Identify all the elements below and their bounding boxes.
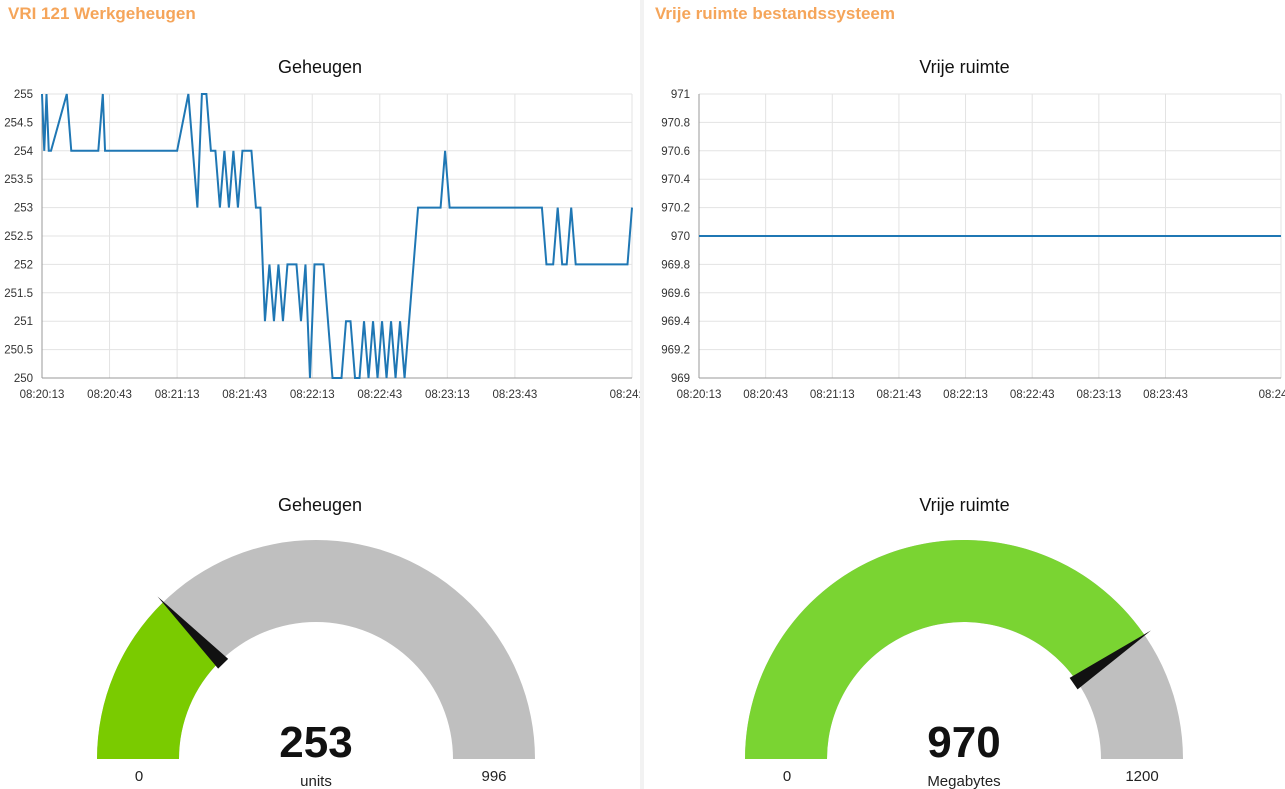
y-tick-label: 255 <box>14 89 33 101</box>
gauge-fill <box>97 602 221 759</box>
gauge-needle <box>157 596 229 669</box>
x-tick-label: 08:22:13 <box>290 389 335 401</box>
x-tick-label: 08:20:43 <box>743 389 788 401</box>
x-tick-label: 08:22:13 <box>943 389 988 401</box>
memory-panel: VRI 121 Werkgeheugen Geheugen 255 254.5 25… <box>0 0 640 789</box>
x-tick-label: 08:22:43 <box>1010 389 1055 401</box>
y-tick-label: 252.5 <box>4 231 33 243</box>
x-tick-label: 08:21:43 <box>877 389 922 401</box>
group-title: Vrije ruimte bestandssysteem <box>655 4 896 23</box>
disk-space-line-chart: 971 970.8 970.6 970.4 970.2 970 969.8 969.6 969.… <box>661 89 1285 401</box>
x-tick-label: 08:21:13 <box>155 389 200 401</box>
y-tick-label: 970.2 <box>661 203 690 215</box>
x-tick-label: 08:21:43 <box>222 389 267 401</box>
y-tick-label: 969.6 <box>661 288 690 300</box>
gauge-max: 1200 <box>1125 768 1158 785</box>
x-tick-label: 08:20:43 <box>87 389 132 401</box>
gauge-min: 0 <box>135 768 143 785</box>
y-tick-label: 250.5 <box>4 345 33 357</box>
gauge-title: Geheugen <box>277 495 363 515</box>
chart-title: Geheugen <box>277 57 363 77</box>
gauge-value: 253 <box>279 718 352 767</box>
y-tick-label: 969.2 <box>661 345 690 357</box>
y-tick-label: 971 <box>671 89 690 101</box>
x-tick-label: 08:23:13 <box>425 389 470 401</box>
y-tick-label: 254 <box>14 146 34 158</box>
disk-space-gauge: 970 Megabytes 0 1200 <box>745 540 1183 789</box>
y-tick-label: 970.8 <box>661 117 690 129</box>
gauge-units: units <box>300 773 332 789</box>
y-tick-label: 969 <box>671 373 690 385</box>
gauge-track <box>97 540 535 759</box>
y-tick-label: 969.4 <box>661 316 690 328</box>
gauge-max: 996 <box>481 768 506 785</box>
y-tick-label: 251 <box>14 316 33 328</box>
y-tick-label: 970.6 <box>661 146 690 158</box>
y-tick-label: 252 <box>14 259 33 271</box>
gauge-min: 0 <box>783 768 791 785</box>
y-tick-label: 254.5 <box>4 117 33 129</box>
y-tick-label: 970.4 <box>661 174 690 186</box>
y-tick-label: 253.5 <box>4 174 33 186</box>
x-tick-label: 08:24:35 <box>610 389 640 401</box>
x-tick-label: 08:23:13 <box>1076 389 1121 401</box>
gauge-fill <box>745 540 1145 759</box>
x-tick-label: 08:24:35 <box>1259 389 1285 401</box>
x-tick-label: 08:20:13 <box>20 389 65 401</box>
gauge-value: 970 <box>927 718 1000 767</box>
group-title: VRI 121 Werkgeheugen <box>8 4 196 23</box>
y-tick-label: 250 <box>14 373 33 385</box>
gauge-needle <box>1069 630 1152 690</box>
x-tick-label: 08:23:43 <box>1143 389 1188 401</box>
y-tick-label: 969.8 <box>661 259 690 271</box>
series-line <box>41 93 633 379</box>
y-tick-label: 253 <box>14 203 33 215</box>
gauge-units: Megabytes <box>927 773 1000 789</box>
panel-divider <box>640 0 644 789</box>
x-tick-label: 08:23:43 <box>493 389 538 401</box>
chart-title: Vrije ruimte <box>919 57 1010 77</box>
disk-space-panel: Vrije ruimte bestandssysteem Vrije ruimt… <box>644 0 1285 789</box>
x-tick-label: 08:21:13 <box>810 389 855 401</box>
y-tick-label: 251.5 <box>4 288 33 300</box>
memory-gauge: 253 units 0 996 <box>97 540 535 789</box>
gauge-title: Vrije ruimte <box>919 495 1010 515</box>
y-tick-label: 970 <box>671 231 690 243</box>
x-tick-label: 08:20:13 <box>677 389 722 401</box>
x-tick-label: 08:22:43 <box>357 389 402 401</box>
memory-line-chart: 255 254.5 254 253.5 253 252.5 252 251.5 251 250.5… <box>4 89 640 401</box>
